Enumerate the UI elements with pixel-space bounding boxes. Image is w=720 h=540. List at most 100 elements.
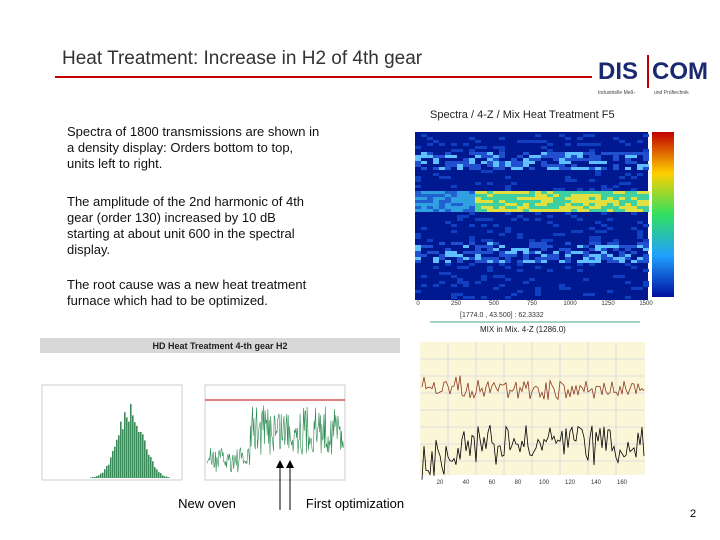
pixel <box>451 254 457 257</box>
pixel <box>469 206 475 209</box>
page-number: 2 <box>690 508 696 520</box>
hist-bar <box>156 469 158 478</box>
pixel <box>445 164 451 167</box>
pixel <box>517 161 523 164</box>
pixel <box>451 197 457 200</box>
pixel <box>565 200 571 203</box>
order-x-axis: 20 40 60 80 100 120 140 160 <box>437 480 628 486</box>
pixel <box>595 260 601 263</box>
hist-bar <box>134 422 136 478</box>
pixel <box>463 245 469 248</box>
pixel <box>589 260 595 263</box>
pixel <box>559 260 565 263</box>
pixel <box>589 155 595 158</box>
pixel <box>427 194 433 197</box>
pixel <box>499 284 505 287</box>
pixel <box>451 203 457 206</box>
pixel <box>517 248 523 251</box>
x-tick-label: 160 <box>617 480 628 486</box>
pixel <box>589 200 595 203</box>
pixel <box>595 158 601 161</box>
pixel <box>577 197 583 200</box>
trend-line <box>206 405 344 473</box>
spectrogram-x-axis: 0 250 500 750 1000 1250 1500 <box>416 301 653 307</box>
pixel <box>619 191 625 194</box>
pixel <box>517 167 523 170</box>
pixel <box>547 239 553 242</box>
pixel <box>625 296 631 299</box>
pixel <box>451 251 457 254</box>
pixel <box>415 245 421 248</box>
pixel <box>487 239 493 242</box>
pixel <box>559 188 565 191</box>
hist-bar <box>142 434 144 478</box>
pixel <box>457 194 463 197</box>
pixel <box>427 152 433 155</box>
pixel <box>517 155 523 158</box>
pixel <box>535 158 541 161</box>
pixel <box>625 263 631 266</box>
pixel <box>469 209 475 212</box>
spectrogram-title: Spectra / 4-Z / Mix Heat Treatment F5 <box>430 109 615 121</box>
pixel <box>625 254 631 257</box>
pixel <box>565 158 571 161</box>
pixel <box>553 206 559 209</box>
pixel <box>415 155 421 158</box>
pixel <box>637 221 643 224</box>
pixel <box>565 242 571 245</box>
pixel <box>529 209 535 212</box>
pixel <box>601 248 607 251</box>
pixel <box>421 275 427 278</box>
pixel <box>535 218 541 221</box>
pixel <box>529 161 535 164</box>
pixel <box>571 203 577 206</box>
pixel <box>553 155 559 158</box>
pixel <box>631 251 637 254</box>
pixel <box>493 224 499 227</box>
pixel <box>535 242 541 245</box>
pixel <box>511 200 517 203</box>
pixel <box>589 236 595 239</box>
pixel <box>529 140 535 143</box>
pixel <box>553 194 559 197</box>
pixel <box>469 203 475 206</box>
pixel <box>643 224 649 227</box>
pixel <box>607 197 613 200</box>
pixel <box>481 170 487 173</box>
order-line <box>421 424 645 480</box>
pixel <box>445 197 451 200</box>
pixel <box>421 152 427 155</box>
pixel <box>625 167 631 170</box>
pixel <box>643 260 649 263</box>
pixel <box>535 191 541 194</box>
pixel <box>535 245 541 248</box>
pixel <box>565 179 571 182</box>
pixel <box>643 194 649 197</box>
pixel <box>565 176 571 179</box>
hist-bar <box>114 446 116 478</box>
pixel <box>595 194 601 197</box>
pixel <box>559 164 565 167</box>
pixel <box>499 197 505 200</box>
pixel <box>415 203 421 206</box>
logo-tagline: Industrielle Meß- <box>598 90 636 96</box>
pixel <box>601 230 607 233</box>
pixel <box>463 251 469 254</box>
pixel <box>457 293 463 296</box>
hist-bar <box>118 435 120 478</box>
pixel <box>547 257 553 260</box>
pixel <box>595 143 601 146</box>
pixel <box>493 194 499 197</box>
pixel <box>595 242 601 245</box>
pixel <box>547 269 553 272</box>
pixel <box>583 194 589 197</box>
pixel <box>631 209 637 212</box>
pixel <box>643 167 649 170</box>
pixel <box>457 206 463 209</box>
pixel <box>457 218 463 221</box>
pixel <box>643 209 649 212</box>
pixel <box>463 257 469 260</box>
pixel <box>415 290 421 293</box>
pixel <box>583 203 589 206</box>
